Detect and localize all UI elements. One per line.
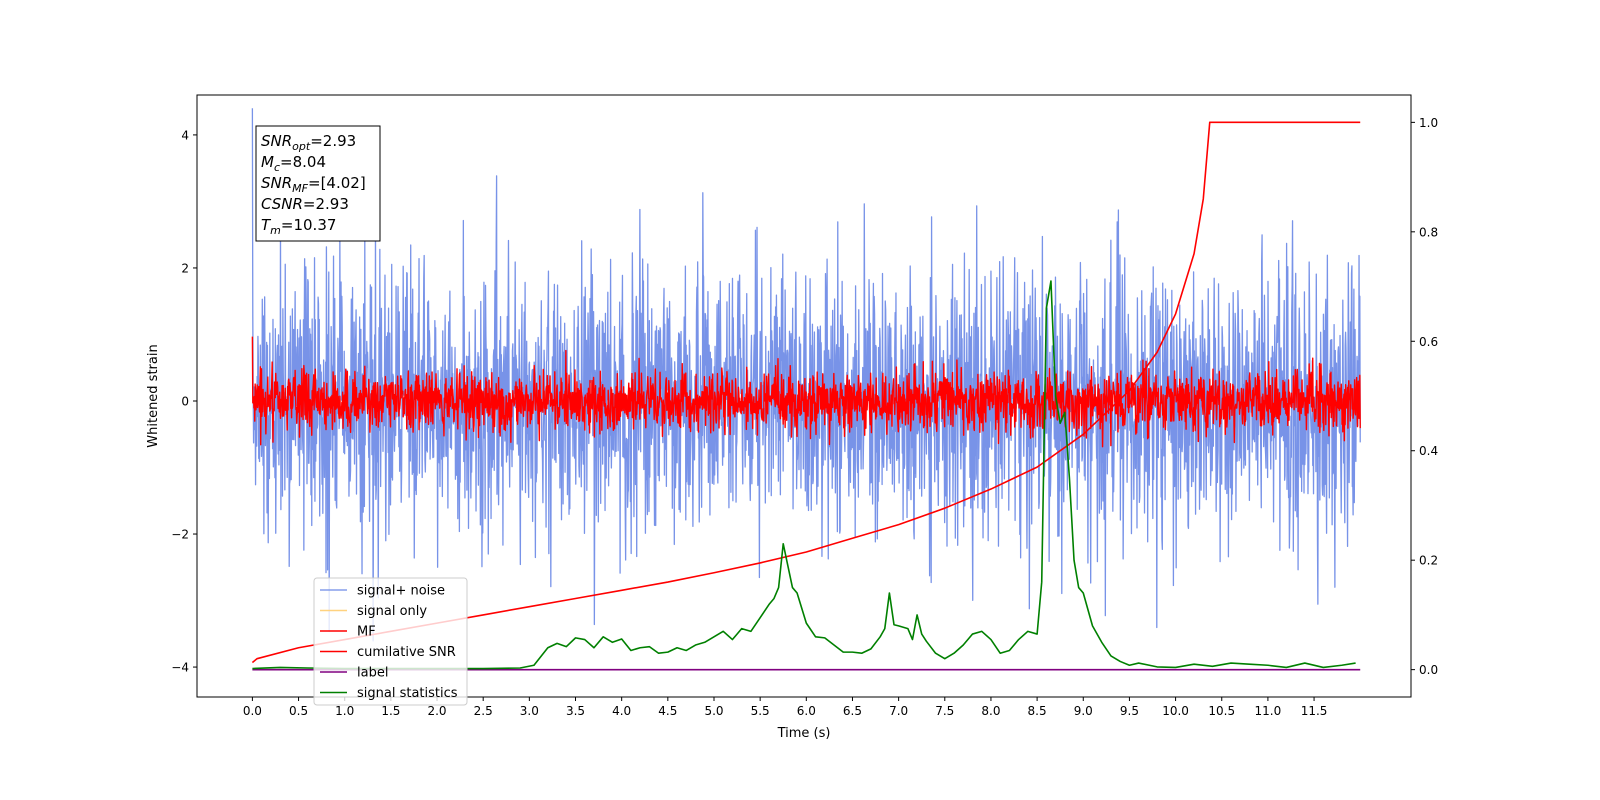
x-tick-label: 3.0	[520, 704, 539, 718]
y-tick-label-left: −2	[171, 528, 189, 542]
annotation-line: CSNR=2.93	[261, 195, 349, 213]
x-tick-label: 0.5	[289, 704, 308, 718]
x-tick-label: 3.5	[566, 704, 585, 718]
x-tick-label: 0.0	[243, 704, 262, 718]
legend-entry-label: signal statistics	[357, 686, 458, 701]
x-tick-label: 9.0	[1074, 704, 1093, 718]
annotation-box-frame	[255, 125, 381, 242]
axes-frame	[196, 94, 1412, 698]
series-signal-noise-line	[251, 108, 1361, 642]
y-tick-label-right: 0.0	[1419, 663, 1438, 677]
x-tick-label: 5.0	[704, 704, 723, 718]
x-tick-label: 2.5	[474, 704, 493, 718]
y-tick-label-right: 0.4	[1419, 444, 1438, 458]
annotation-line: Mc=8.04	[261, 153, 326, 174]
annotation-line: SNRopt=2.93	[261, 132, 356, 153]
legend-entry-label: MF	[357, 625, 376, 640]
y-tick-label-right: 1.0	[1419, 116, 1438, 130]
annotation-line: Tm=10.37	[261, 216, 336, 237]
annotation-line: SNRMF=[4.02]	[261, 174, 366, 195]
x-tick-label: 6.5	[843, 704, 862, 718]
legend-entry-label: signal+ noise	[357, 584, 445, 599]
y-tick-label-right: 0.8	[1419, 225, 1438, 239]
x-axis-label: Time (s)	[777, 726, 831, 741]
x-tick-label: 7.5	[935, 704, 954, 718]
x-tick-label: 5.5	[751, 704, 770, 718]
x-tick-label: 10.5	[1208, 704, 1235, 718]
legend: signal+ noise signal only MF cumilative SNR…	[313, 577, 468, 706]
y-axis-right: 1.0 0.8 0.6 0.4 0.2 0.0	[1411, 116, 1438, 677]
x-tick-label: 10.0	[1162, 704, 1189, 718]
y-tick-label-left: 2	[181, 261, 189, 275]
y-tick-label-right: 0.2	[1419, 554, 1438, 568]
series-signal-statistics-line	[252, 280, 1356, 670]
x-axis: 0.0 0.5 1.0 1.5 2.0 2.5 3.0 3.5 4.0 4.5 5.0 5.5 6.0 6…	[243, 697, 1328, 718]
x-tick-label: 4.0	[612, 704, 631, 718]
legend-entry-label: signal only	[357, 604, 427, 619]
y-tick-label-left: 0	[181, 394, 189, 408]
series-mf-line	[251, 336, 1361, 448]
x-tick-label: 1.0	[335, 704, 354, 718]
x-tick-label: 8.5	[1028, 704, 1047, 718]
x-tick-label: 7.0	[889, 704, 908, 718]
x-tick-label: 9.5	[1120, 704, 1139, 718]
x-tick-label: 6.0	[797, 704, 816, 718]
legend-entry-label: label	[357, 666, 388, 681]
legend-entry-label: cumilative SNR	[357, 645, 456, 660]
x-tick-label: 11.0	[1255, 704, 1282, 718]
y-axis-left: 4 2 0 −2 −4	[171, 128, 197, 675]
legend-frame	[313, 577, 468, 706]
y-tick-label-right: 0.6	[1419, 335, 1438, 349]
x-tick-label: 2.0	[427, 704, 446, 718]
x-tick-label: 11.5	[1301, 704, 1328, 718]
y-tick-label-left: −4	[171, 661, 189, 675]
x-tick-label: 8.0	[981, 704, 1000, 718]
x-tick-label: 4.5	[658, 704, 677, 718]
y-tick-label-left: 4	[181, 128, 189, 142]
x-tick-label: 1.5	[381, 704, 400, 718]
y-axis-label: Whitened strain	[146, 344, 161, 447]
